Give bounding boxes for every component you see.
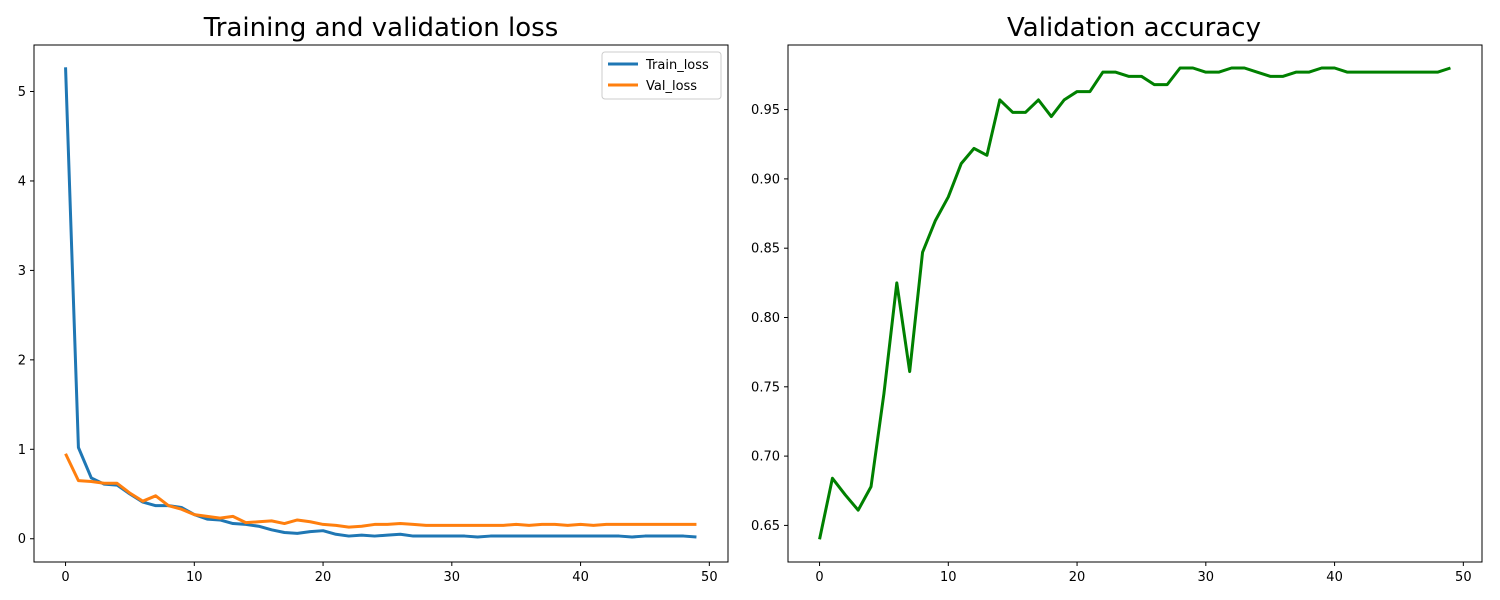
accuracy-y-tick-label: 0.85 (751, 242, 780, 257)
accuracy-x-tick-label: 30 (1198, 570, 1215, 585)
loss-y-tick-label: 2 (18, 353, 26, 368)
loss-y-ticks: 0 1 2 3 4 5 (18, 85, 34, 547)
accuracy-y-ticks: 0.65 0.70 0.75 0.80 0.85 0.90 0.95 (751, 103, 788, 534)
loss-x-tick-label: 40 (572, 570, 589, 585)
loss-y-tick-label: 3 (18, 264, 26, 279)
accuracy-y-tick-label: 0.95 (751, 103, 780, 118)
loss-x-ticks: 0 10 20 30 40 50 (61, 562, 718, 585)
loss-y-tick-label: 0 (18, 532, 26, 547)
accuracy-x-tick-label: 20 (1069, 570, 1086, 585)
loss-y-tick-label: 4 (18, 174, 26, 189)
accuracy-y-tick-label: 0.80 (751, 311, 780, 326)
accuracy-x-tick-label: 40 (1326, 570, 1343, 585)
accuracy-y-tick-label: 0.75 (751, 380, 780, 395)
accuracy-series (818, 66, 1451, 540)
legend-label-train-loss: Train_loss (645, 58, 709, 73)
loss-x-tick-label: 20 (315, 570, 332, 585)
loss-chart: Training and validation loss 0 1 2 3 4 5 0 10 2… (18, 13, 729, 585)
loss-series-line-val-loss (64, 453, 697, 529)
accuracy-series-line-accuracy (818, 66, 1451, 540)
loss-legend: Train_loss Val_loss (601, 51, 722, 100)
loss-x-tick-label: 50 (701, 570, 718, 585)
loss-y-tick-label: 1 (18, 443, 26, 458)
loss-y-tick-label: 5 (18, 85, 26, 100)
accuracy-y-tick-label: 0.90 (751, 172, 780, 187)
accuracy-chart: Validation accuracy 0.65 0.70 0.75 0.80 0.85… (751, 13, 1483, 585)
accuracy-y-tick-label: 0.70 (751, 450, 780, 465)
accuracy-y-tick-label: 0.65 (751, 519, 780, 534)
loss-x-tick-label: 0 (61, 570, 69, 585)
loss-plot-area (33, 44, 729, 563)
loss-series-line-train-loss (64, 67, 697, 539)
loss-chart-title: Training and validation loss (203, 13, 559, 43)
accuracy-plot-area (787, 44, 1483, 563)
loss-x-tick-label: 30 (444, 570, 461, 585)
accuracy-chart-title: Validation accuracy (1007, 13, 1261, 43)
accuracy-x-tick-label: 10 (940, 570, 957, 585)
accuracy-x-tick-label: 50 (1455, 570, 1472, 585)
legend-label-val-loss: Val_loss (646, 79, 697, 94)
accuracy-x-tick-label: 0 (815, 570, 823, 585)
accuracy-x-ticks: 0 10 20 30 40 50 (815, 562, 1472, 585)
loss-series (64, 67, 697, 539)
loss-x-tick-label: 10 (186, 570, 203, 585)
